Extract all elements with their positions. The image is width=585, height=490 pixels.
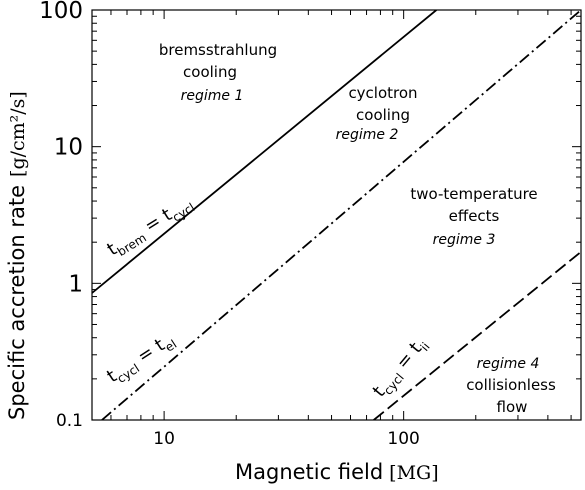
y-tick-label: 1 [68,271,83,297]
series-line-brem [92,10,437,294]
series-line-ii [373,251,581,420]
region4-line1: collisionless [466,376,556,394]
y-tick-label: 100 [39,0,83,24]
series-line-el [101,10,581,420]
x-tick-label: 100 [387,429,419,449]
region4-line2: flow [497,398,528,416]
series-group [92,10,581,420]
y-axis-title: Specific accretion rate[g/cm²/s] [5,91,29,420]
annotations: bremsstrahlung cooling regime 1 cyclotro… [5,41,556,484]
el-line-label: tcycl = tel [103,329,179,390]
axes: 10 100 0.1 1 10 100 [39,0,582,449]
plot-frame [91,9,582,421]
region1-line1: bremsstrahlung [159,41,277,59]
y-tick-label: 0.1 [56,411,83,431]
plot-area [92,10,581,420]
region3-regime: regime 3 [433,232,496,248]
x-tick-label: 10 [153,429,175,449]
region1-regime: regime 1 [181,88,244,104]
region1-line2: cooling [183,63,237,81]
region2-line1: cyclotron [348,84,417,102]
region3-line1: two-temperature [410,185,537,203]
x-axis-title: Magnetic field [MG] [235,460,439,484]
region4-regime: regime 4 [477,356,540,372]
ii-line-label: tcycl = tii [369,333,433,403]
region2-line2: cooling [356,106,410,124]
y-tick-label: 10 [54,135,83,161]
brem-line-label: tbrem = tcycl [104,192,198,263]
region2-regime: regime 2 [336,127,399,143]
region3-line2: effects [449,207,500,225]
